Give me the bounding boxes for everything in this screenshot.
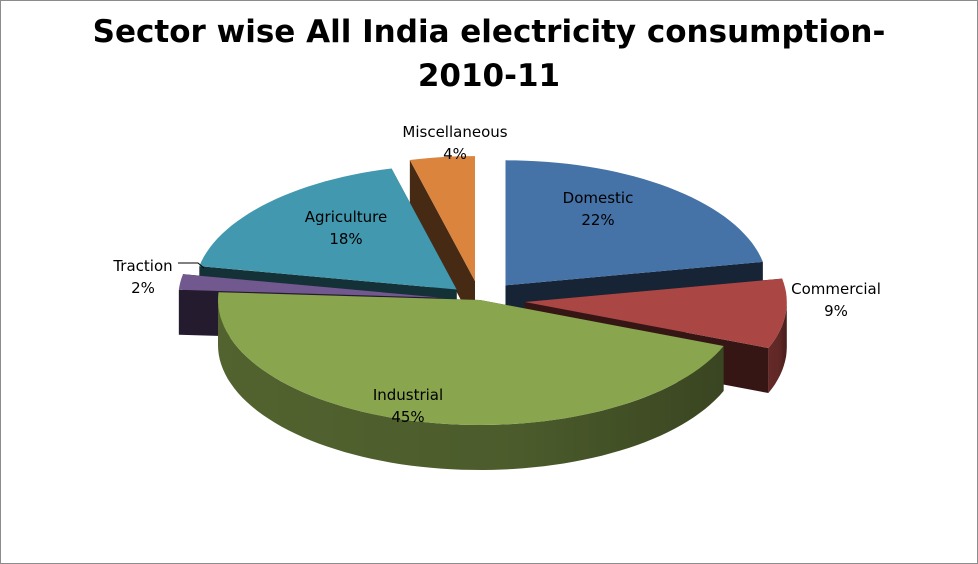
pie-slice-domestic <box>505 160 763 286</box>
chart-title-line-2: 2010-11 <box>417 58 561 94</box>
slice-side-commercial <box>768 302 787 393</box>
slice-label-agriculture: Agriculture <box>305 208 388 226</box>
slice-value-domestic: 22% <box>581 211 614 229</box>
slice-label-industrial: Industrial <box>373 386 443 404</box>
slice-label-commercial: Commercial <box>791 280 881 298</box>
slice-value-commercial: 9% <box>824 302 848 320</box>
slice-label-miscellaneous: Miscellaneous <box>402 123 507 141</box>
slice-label-traction: Traction <box>112 257 172 275</box>
slice-value-traction: 2% <box>131 279 155 297</box>
slice-value-industrial: 45% <box>391 408 424 426</box>
pie-slice-traction <box>178 274 441 298</box>
slice-wall-miscellaneous-0 <box>409 159 475 327</box>
pie-slice-industrial <box>218 292 724 425</box>
pie-slice-agriculture <box>199 168 457 290</box>
pie-slice-miscellaneous <box>409 156 475 282</box>
slice-value-agriculture: 18% <box>329 230 362 248</box>
slice-label-domestic: Domestic <box>563 189 634 207</box>
slice-labels: Domestic 22% Commercial 9% Industrial 45% Trac… <box>112 123 881 426</box>
pie-tops <box>178 156 787 425</box>
traction-leader-line <box>178 262 205 269</box>
slice-side-industrial <box>218 300 724 470</box>
pie-slice-commercial <box>524 278 787 348</box>
slice-value-miscellaneous: 4% <box>443 145 467 163</box>
chart-title-line-1: Sector wise All India electricity consum… <box>92 14 886 50</box>
chart-title: Sector wise All India electricity consum… <box>0 10 978 98</box>
